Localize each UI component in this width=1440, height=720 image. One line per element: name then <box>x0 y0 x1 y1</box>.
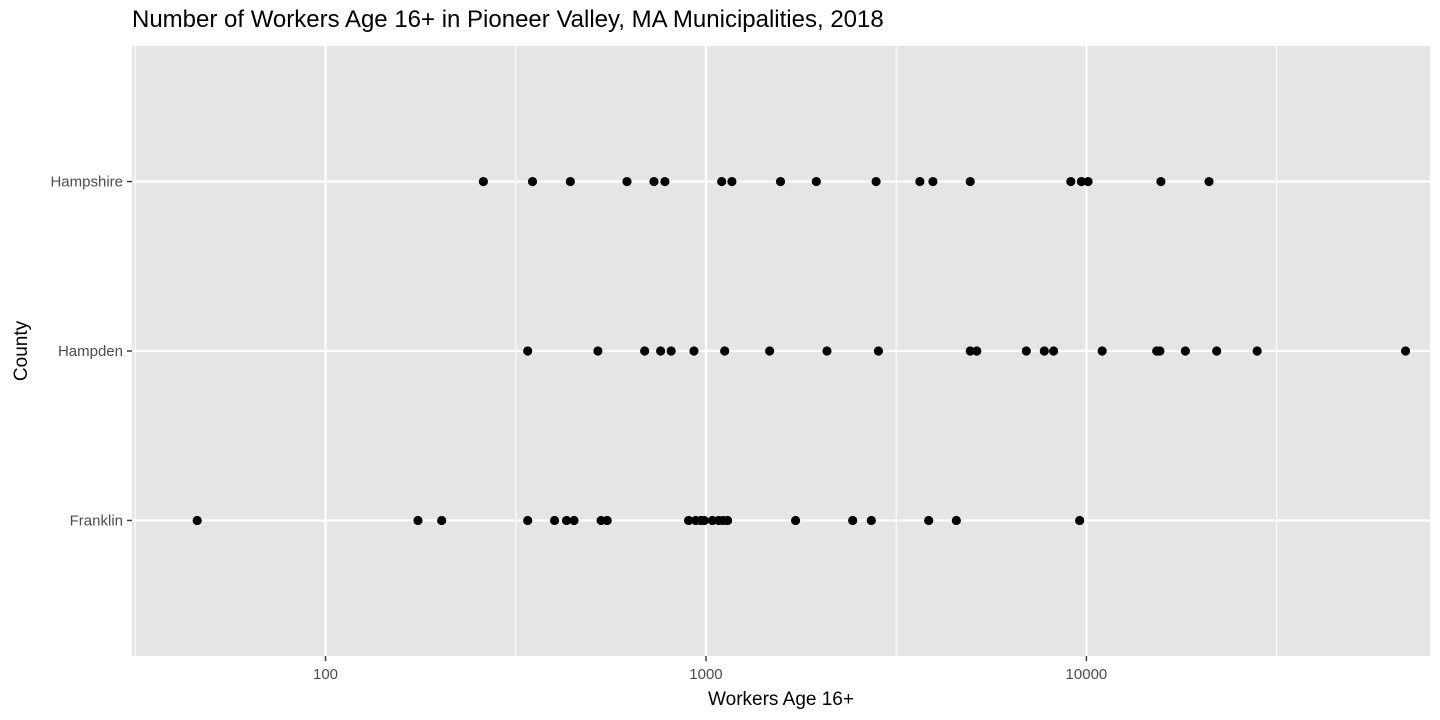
data-point <box>1212 346 1222 356</box>
data-point <box>640 346 650 356</box>
data-point <box>720 346 730 356</box>
data-point <box>972 346 982 356</box>
data-point <box>1083 176 1093 187</box>
data-point <box>683 515 694 526</box>
data-point <box>915 176 925 187</box>
data-point <box>727 176 737 187</box>
data-point <box>1066 176 1076 187</box>
data-point <box>1204 176 1214 187</box>
data-point <box>478 176 488 187</box>
data-point <box>866 515 876 526</box>
data-point <box>848 515 858 526</box>
data-point <box>593 346 603 356</box>
data-point <box>666 346 676 356</box>
data-point <box>811 176 821 187</box>
data-point <box>689 346 699 356</box>
x-tick-label: 100 <box>313 666 338 683</box>
data-point <box>1075 515 1085 526</box>
data-point <box>765 346 775 356</box>
data-point <box>871 176 881 187</box>
x-axis: 100 1000 10000 <box>313 656 1107 683</box>
data-point <box>1252 346 1262 356</box>
data-point <box>622 176 632 187</box>
data-point <box>549 515 560 526</box>
data-point <box>699 515 709 526</box>
data-point <box>965 346 975 356</box>
chart-title: Number of Workers Age 16+ in Pioneer Val… <box>132 6 884 33</box>
data-point <box>561 515 572 526</box>
y-tick-label: Franklin <box>70 512 123 529</box>
data-point <box>822 346 832 356</box>
data-point <box>569 515 579 526</box>
y-tick-label: Hampden <box>58 343 123 360</box>
x-tick-label: 1000 <box>689 666 722 683</box>
data-points <box>192 176 1411 526</box>
data-point <box>873 346 884 356</box>
data-point <box>1180 346 1190 356</box>
data-point <box>437 515 447 526</box>
data-point <box>1097 346 1107 356</box>
y-tick-label: Hampshire <box>50 174 123 191</box>
x-tick-label: 10000 <box>1066 666 1108 683</box>
data-point <box>775 176 786 187</box>
x-axis-title: Workers Age 16+ <box>708 689 854 710</box>
data-point <box>1156 176 1166 187</box>
data-point <box>1049 346 1059 356</box>
data-point <box>602 515 612 526</box>
data-point <box>965 176 975 187</box>
y-axis-title: County <box>11 320 32 381</box>
data-point <box>192 515 202 526</box>
data-point <box>951 515 961 526</box>
data-point <box>723 515 733 526</box>
data-point <box>717 176 727 187</box>
data-point <box>1021 346 1031 356</box>
data-point <box>1155 346 1165 356</box>
data-point <box>924 515 934 526</box>
data-point <box>565 176 575 187</box>
data-point <box>1400 346 1411 356</box>
data-point <box>790 515 801 526</box>
data-point <box>1076 176 1086 187</box>
data-point <box>523 515 533 526</box>
data-point <box>656 346 666 356</box>
data-point <box>523 346 533 356</box>
data-point <box>928 176 938 187</box>
data-point <box>660 176 670 187</box>
data-point <box>1039 346 1049 356</box>
data-point <box>649 176 659 187</box>
data-point <box>527 176 538 187</box>
y-axis: Franklin Hampden Hampshire <box>50 174 132 529</box>
data-point <box>413 515 423 526</box>
